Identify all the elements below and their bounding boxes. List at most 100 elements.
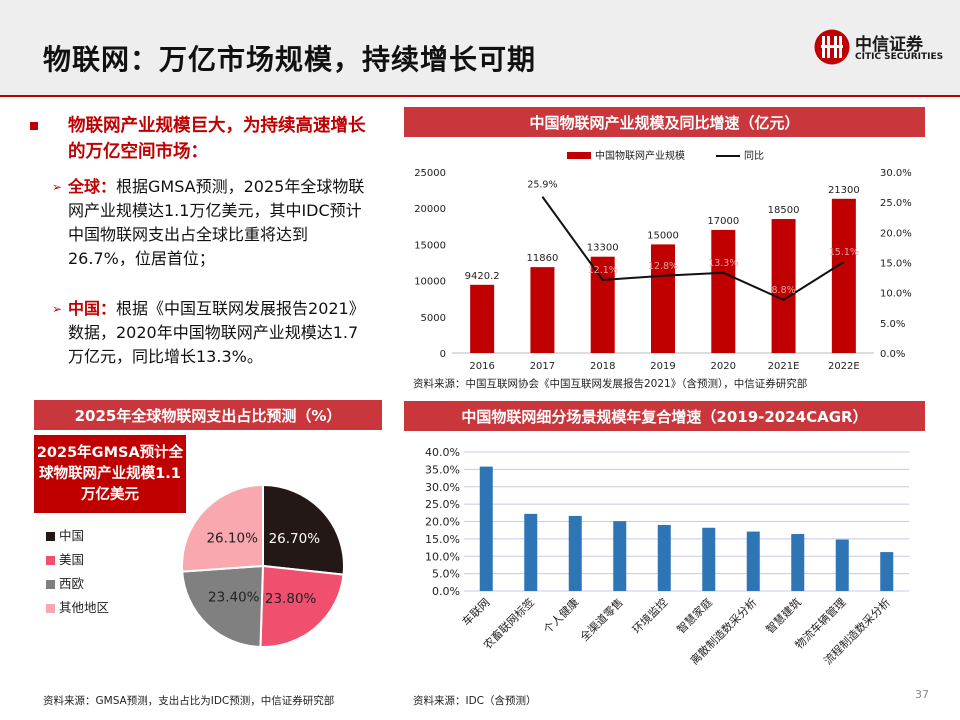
legend-swatch-bar	[567, 152, 591, 159]
x-tick-label: 2021E	[768, 361, 800, 372]
y-tick-label: 25.0%	[425, 498, 460, 511]
pie-slice	[262, 483, 345, 576]
y-tick-label: 20000	[414, 204, 446, 215]
legend-label: 中国	[59, 528, 85, 543]
x-tick-label: 2017	[530, 361, 555, 372]
y2-tick-label: 30.0%	[880, 168, 912, 179]
legend-swatch	[46, 555, 55, 565]
bar	[880, 552, 894, 591]
arrow-right-icon: ➢	[52, 302, 63, 316]
y-tick-label: 10000	[414, 277, 446, 288]
sub-bullet-global: ➢ 全球：根据GMSA预测，2025年全球物联网产业规模达1.1万亿美元，其中I…	[52, 175, 366, 271]
chart3-title: 中国物联网细分场景规模年复合增速（2019-2024CAGR）	[404, 401, 925, 431]
pie-value-label: 26.10%	[206, 530, 258, 546]
x-tick-label: 车联网	[459, 595, 492, 628]
pie-slice	[259, 564, 345, 648]
bar	[831, 198, 856, 353]
y-tick-label: 0	[440, 349, 446, 360]
line-value-label: 15.1%	[829, 247, 859, 258]
x-tick-label: 智慧建筑	[763, 595, 804, 636]
line-value-label: 13.3%	[708, 258, 738, 269]
pie-value-label: 23.40%	[208, 589, 260, 605]
legend-label: 同比	[744, 150, 764, 162]
pie-value-label: 23.80%	[265, 591, 317, 607]
y-tick-label: 25000	[414, 168, 446, 179]
y-tick-label: 35.0%	[425, 463, 460, 476]
bar	[746, 531, 760, 591]
y-tick-label: 20.0%	[425, 516, 460, 529]
x-tick-label: 2019	[650, 361, 675, 372]
line-value-label: 25.9%	[527, 180, 557, 191]
x-tick-label: 2022E	[828, 361, 860, 372]
legend-label: 中国物联网产业规模	[595, 149, 685, 162]
x-tick-label: 个人健康	[540, 595, 581, 636]
bar-value-label: 15000	[647, 230, 679, 241]
bar	[657, 524, 671, 591]
pie-slice	[181, 483, 264, 573]
y-tick-label: 5000	[421, 313, 446, 324]
bullet-square-icon	[30, 122, 38, 130]
legend-swatch	[46, 579, 55, 589]
sub-bullet-text: 根据GMSA预测，2025年全球物联网产业规模达1.1万亿美元，其中IDC预计中…	[68, 177, 365, 268]
y-tick-label: 10.0%	[425, 550, 460, 563]
cagr-bar-chart: 0.0% 5.0% 10.0% 15.0% 20.0% 25.0% 30.0% 35.0% 40…	[425, 446, 909, 667]
bar	[479, 466, 493, 591]
arrow-right-icon: ➢	[52, 180, 63, 194]
bar	[771, 219, 796, 353]
x-tick-label: 环境监控	[629, 595, 670, 636]
page-title: 物联网：万亿市场规模，持续增长可期	[43, 43, 537, 76]
bar	[791, 534, 805, 591]
bar	[530, 267, 555, 353]
bar	[470, 284, 495, 353]
pie-legend: 中国美国西欧其他地区	[46, 524, 109, 620]
bar	[590, 256, 615, 353]
legend-label: 其他地区	[59, 600, 110, 615]
sub-bullet-keyword: 中国：	[68, 299, 117, 318]
y2-tick-label: 25.0%	[880, 198, 912, 209]
legend-item: 其他地区	[46, 596, 109, 620]
legend-item: 中国	[46, 524, 109, 548]
x-tick-label: 2020	[711, 361, 736, 372]
y-tick-label: 0.0%	[432, 585, 460, 598]
page-number: 37	[915, 688, 929, 701]
y2-tick-label: 10.0%	[880, 289, 912, 300]
chart2-title: 2025年全球物联网支出占比预测（%）	[34, 400, 382, 430]
chart3-source: 资料来源：IDC（含预测）	[413, 695, 537, 707]
company-logo: 中信证券 CITIC SECURITIES	[813, 28, 943, 68]
x-tick-label: 2018	[590, 361, 615, 372]
bar	[702, 527, 716, 591]
header-bar: 物联网：万亿市场规模，持续增长可期 中信证券 CITIC SECURITIES	[0, 0, 960, 95]
pie-value-label: 26.70%	[269, 531, 321, 547]
y2-tick-label: 15.0%	[880, 259, 912, 270]
chart2-source: 资料来源：GMSA预测，支出占比为IDC预测，中信证券研究部	[43, 695, 335, 707]
bar	[651, 244, 675, 353]
legend-item: 西欧	[46, 572, 109, 596]
pie-slice	[181, 564, 265, 648]
gmsa-note-box: 2025年GMSA预计全球物联网产业规模1.1万亿美元	[34, 435, 186, 513]
spending-share-pie: 26.70% 23.80% 23.40% 26.10%	[181, 483, 345, 648]
line-value-label: 12.8%	[648, 261, 678, 272]
y-tick-label: 40.0%	[425, 446, 460, 459]
legend-item: 美国	[46, 548, 109, 572]
logo-text-cn: 中信证券	[855, 35, 923, 55]
bar-value-label: 11860	[527, 253, 559, 264]
legend-swatch	[46, 603, 55, 613]
line-value-label: 8.8%	[772, 285, 796, 296]
bar	[711, 229, 736, 353]
bar-value-label: 9420.2	[465, 271, 500, 282]
bar-value-label: 13300	[587, 243, 619, 254]
y-tick-label: 15000	[414, 240, 446, 251]
y-tick-label: 5.0%	[432, 568, 460, 581]
bar-value-label: 21300	[828, 185, 860, 196]
bar	[568, 515, 582, 591]
bar	[524, 513, 538, 591]
citic-logo-icon	[814, 29, 850, 65]
legend-label: 西欧	[59, 576, 85, 591]
bar	[835, 539, 849, 591]
bar-value-label: 17000	[707, 216, 739, 227]
bar-value-label: 18500	[768, 205, 800, 216]
main-bullet-text: 物联网产业规模巨大，为持续高速增长的万亿空间市场：	[68, 116, 366, 162]
y-tick-label: 15.0%	[425, 533, 460, 546]
sub-bullet-keyword: 全球：	[68, 177, 117, 196]
bar	[613, 521, 627, 591]
